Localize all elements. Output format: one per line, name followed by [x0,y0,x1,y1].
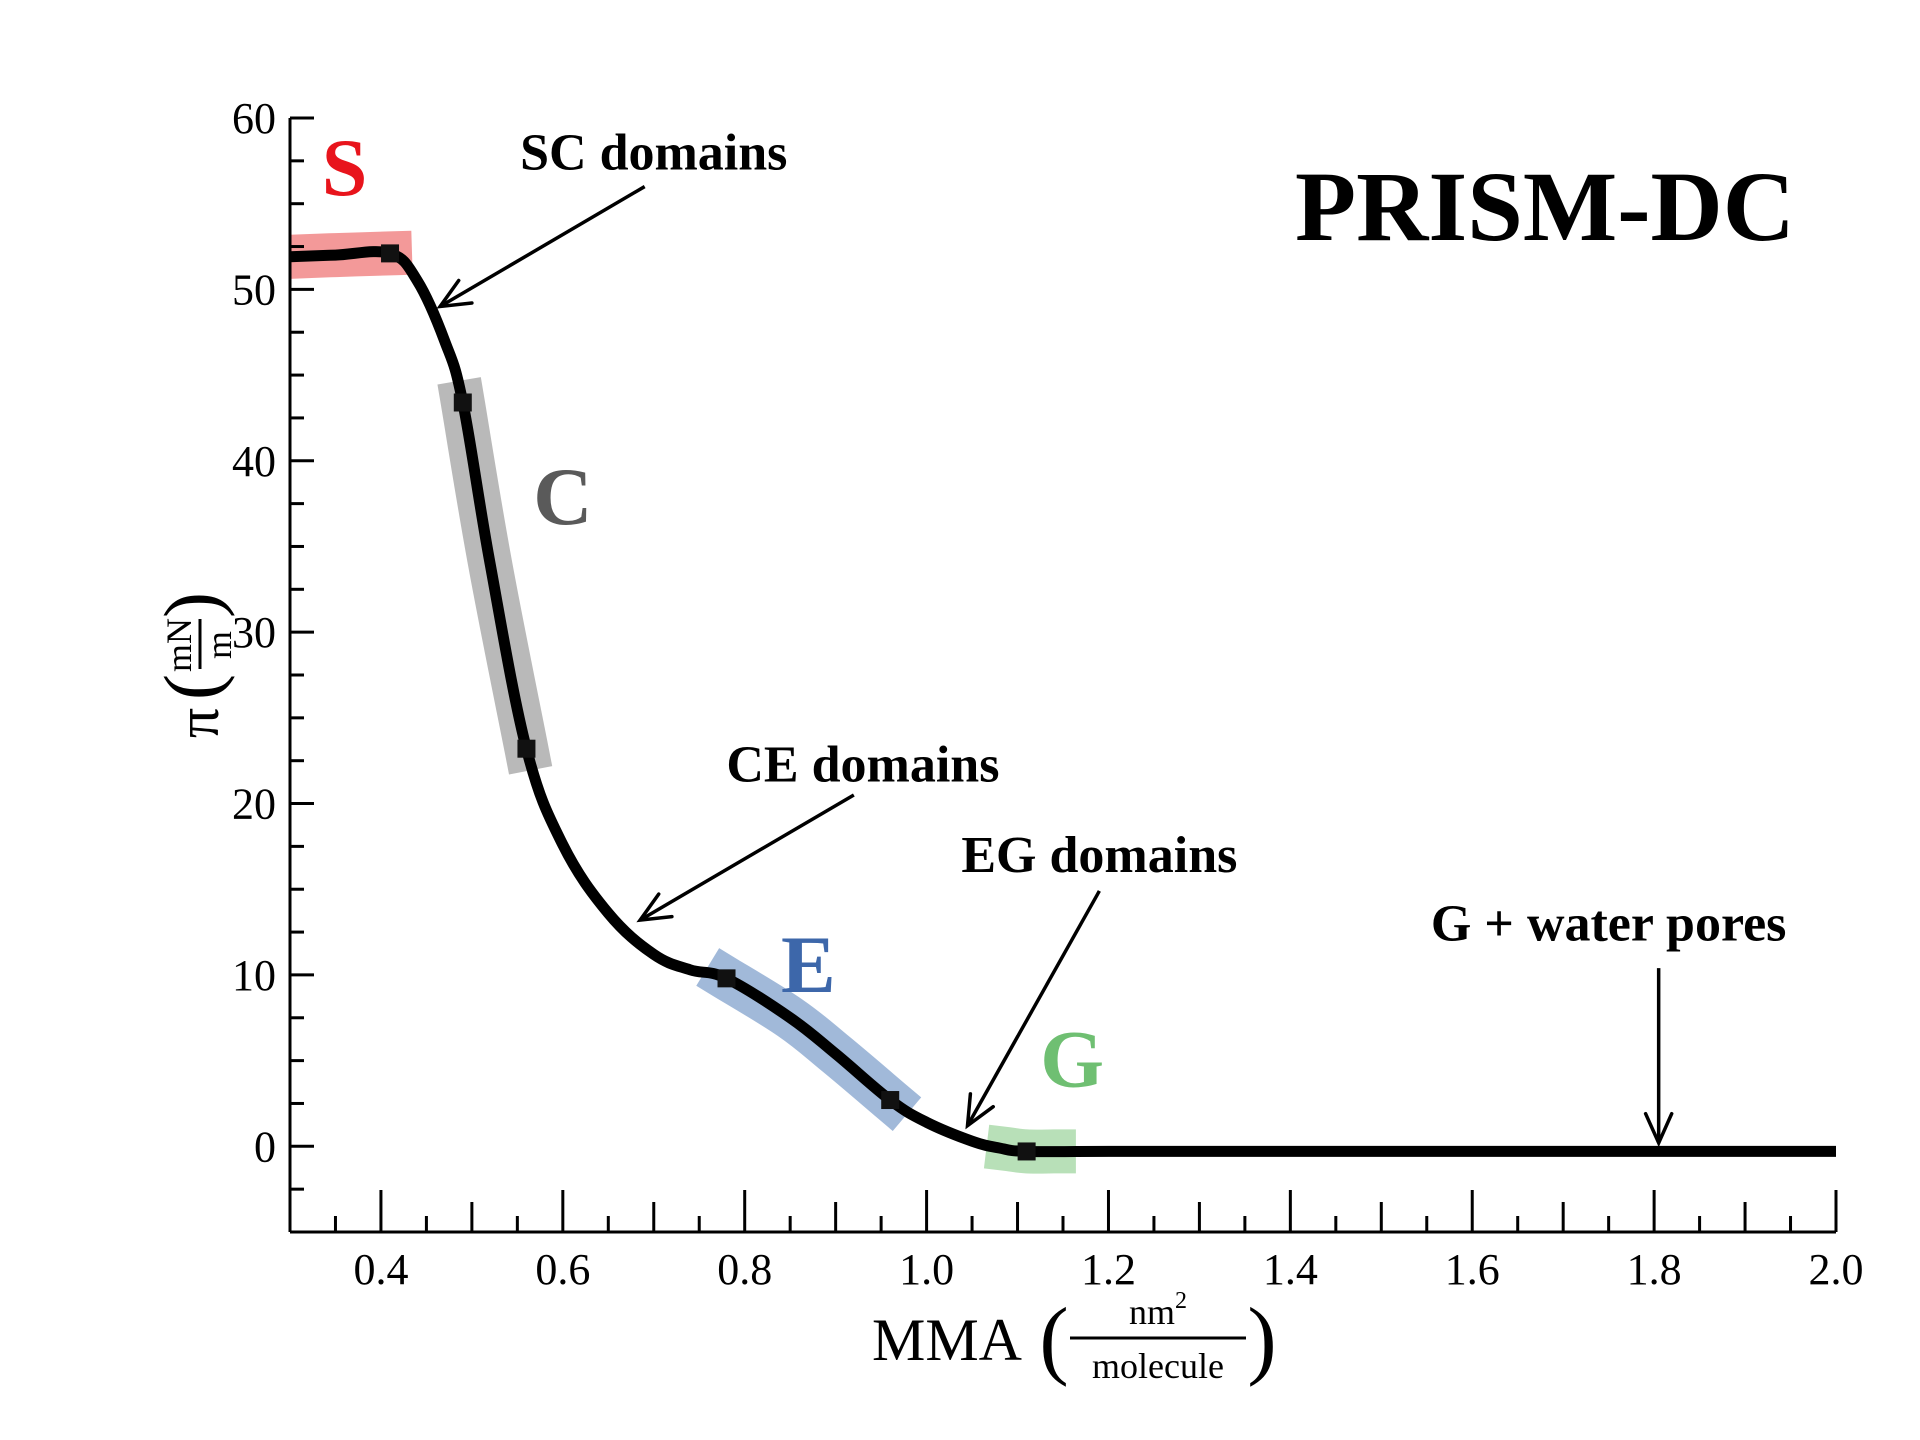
x-tick-label: 1.6 [1445,1245,1500,1294]
y-axis-numerator: mN [159,618,199,672]
annotation-arrowhead-sc-domains [436,278,474,309]
phase-bands [290,230,1076,1174]
phase-label-c: C [533,451,592,542]
data-marker-3 [517,739,536,758]
x-tick-label: 0.4 [353,1245,408,1294]
x-tick-label: 1.2 [1081,1245,1136,1294]
data-marker-1 [381,244,400,263]
phase-label-g: G [1040,1013,1104,1104]
data-marker-4 [717,969,736,988]
y-axis-label: π ( mN m ) [148,592,239,738]
axis-ticks [288,116,1838,1234]
isotherm-curve [290,246,1836,1158]
x-tick-label: 0.6 [535,1245,590,1294]
x-axis-numerator: nm2 [1129,1288,1187,1332]
x-axis-label: MMA ( nm2 molecule ) [872,1288,1277,1388]
y-tick-label: 20 [232,780,276,829]
phase-label-s: S [322,122,368,213]
tick-labels: 0 10 20 30 40 50 60 0.4 0.6 0.8 1.0 1.2 1.4 1.6 1.8 2.0 [232,94,1864,1294]
y-tick-label: 10 [232,951,276,1000]
x-tick-label: 0.8 [717,1245,772,1294]
annotation-eg-domains: EG domains [961,827,1237,884]
y-tick-label: 0 [254,1122,276,1171]
annotations: SC domains CE domains EG domains G + water … [436,124,1787,1148]
annotation-arrowhead-g-water-pores [1643,1111,1674,1148]
y-axis-symbol: π [165,708,231,738]
annotation-sc-domains: SC domains [520,124,787,181]
data-markers [381,244,1036,1161]
x-axis-paren-close: ) [1247,1291,1276,1388]
data-marker-6 [1017,1142,1036,1161]
annotation-arrow-sc-domains [439,185,646,309]
y-axis-paren-open: ( [148,674,235,700]
annotation-g-water-pores: G + water pores [1431,896,1787,953]
data-marker-5 [881,1091,900,1110]
y-tick-label: 60 [232,94,276,143]
annotation-arrowhead-ce-domains [636,892,674,923]
annotation-ce-domains: CE domains [726,736,999,793]
y-axis-denominator: m [199,631,239,659]
x-axis-denominator: molecule [1092,1346,1224,1386]
annotation-arrow-eg-domains [965,890,1101,1127]
x-tick-label: 2.0 [1809,1245,1864,1294]
chart-title: PRISM-DC [1295,151,1795,262]
y-axis-paren-close: ) [148,592,235,618]
annotation-arrow-ce-domains [639,793,855,922]
annotation-arrowhead-eg-domains [965,1092,995,1130]
data-marker-2 [453,393,472,412]
x-tick-label: 1.8 [1627,1245,1682,1294]
phase-labels: S C E G [322,122,1104,1104]
x-axis-paren-open: ( [1039,1291,1068,1388]
y-tick-label: 50 [232,265,276,314]
y-tick-label: 30 [232,608,276,657]
x-tick-label: 1.0 [899,1245,954,1294]
y-tick-label: 40 [232,437,276,486]
x-axis-main-label: MMA [872,1307,1022,1373]
phase-label-e: E [781,919,836,1010]
x-tick-label: 1.4 [1263,1245,1318,1294]
